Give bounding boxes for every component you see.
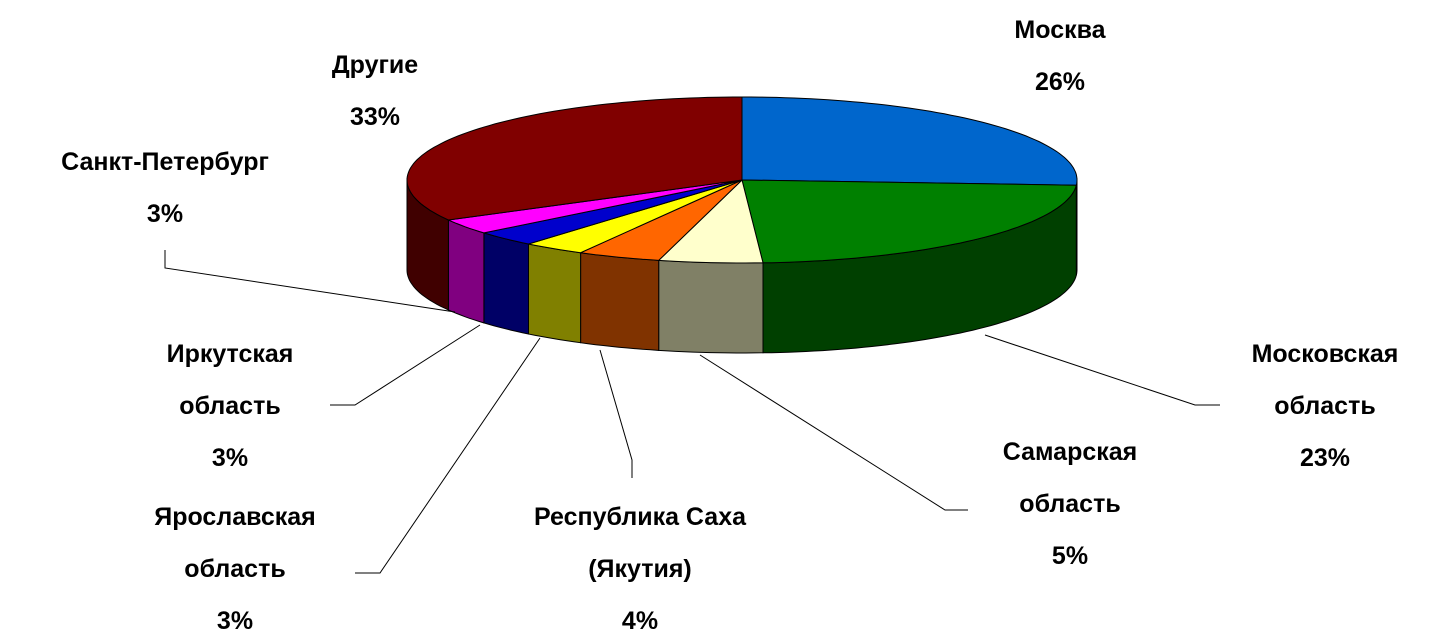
leader-line <box>599 349 633 478</box>
data-label: Самарская область 5% <box>955 426 1185 582</box>
pie-slice <box>578 179 743 261</box>
pie-wall <box>447 219 485 324</box>
category-label: Самарская область <box>1002 438 1138 518</box>
value-label: 23% <box>1299 444 1351 472</box>
category-label: Московская область <box>1251 340 1399 420</box>
category-label: Другие <box>331 51 419 79</box>
slices <box>406 96 1078 354</box>
pie-slice <box>741 179 1077 264</box>
pie-wall <box>528 243 582 344</box>
value-label: 33% <box>349 103 401 131</box>
pie-slice <box>657 179 764 264</box>
data-label: Другие 33% <box>275 39 475 143</box>
pie-wall <box>580 252 660 351</box>
pie-wall <box>483 232 529 335</box>
data-label: Санкт-Петербург 3% <box>0 136 335 240</box>
category-label: Республика Саха (Якутия) <box>533 503 747 583</box>
category-label: Ярославская область <box>154 503 316 583</box>
category-label: Санкт-Петербург <box>61 148 269 176</box>
leader-line <box>330 324 481 406</box>
leader-line <box>355 337 541 574</box>
value-label: 3% <box>211 444 249 472</box>
data-label: Республика Саха (Якутия) 4% <box>490 491 790 637</box>
value-label: 3% <box>146 200 184 228</box>
data-label: Ярославская область 3% <box>125 491 345 637</box>
pie-wall <box>658 259 764 354</box>
pie-slice <box>741 96 1078 186</box>
leader-line <box>164 250 456 313</box>
leader-line <box>699 354 968 511</box>
data-label: Москва 26% <box>960 4 1160 108</box>
value-label: 5% <box>1051 542 1089 570</box>
category-label: Москва <box>1014 16 1106 44</box>
data-label: Московская область 23% <box>1210 328 1437 484</box>
pie-slice <box>446 179 743 234</box>
pie-slice <box>483 179 743 245</box>
value-label: 4% <box>621 607 659 635</box>
leader-line <box>984 334 1220 406</box>
data-label: Иркутская область 3% <box>120 328 340 484</box>
pie-slice <box>406 96 743 221</box>
value-label: 3% <box>216 607 254 635</box>
value-label: 26% <box>1034 68 1086 96</box>
pie-slice <box>528 179 743 254</box>
category-label: Иркутская область <box>166 340 294 420</box>
